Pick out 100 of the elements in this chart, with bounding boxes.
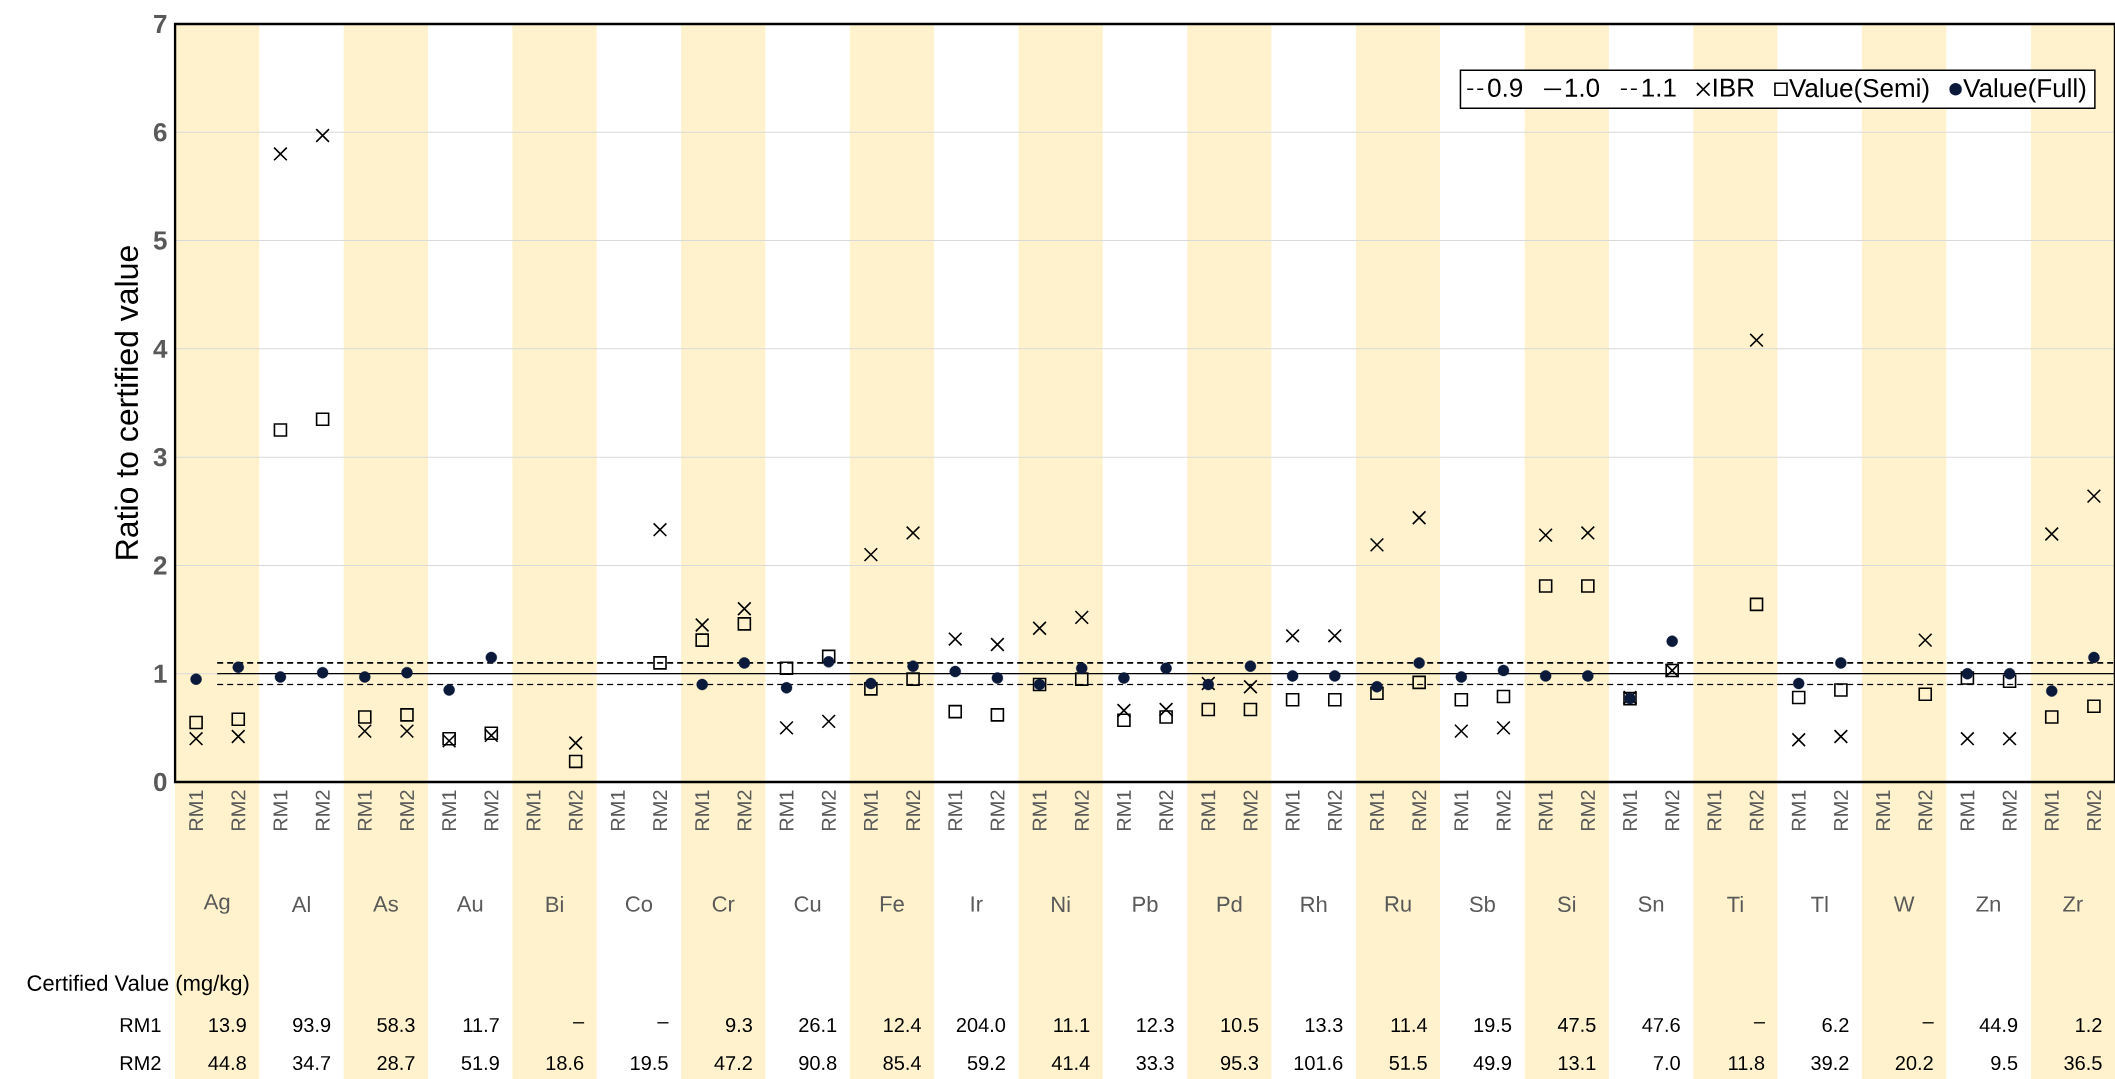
text: Pd	[1217, 895, 1242, 913]
text: RM1	[120, 1018, 161, 1032]
x-tick-label: RM2	[1243, 790, 1258, 831]
x-tick-label: RM2	[1412, 790, 1427, 831]
x-tick-label: RM2	[1496, 790, 1511, 831]
text: Ni	[1052, 896, 1070, 912]
text: 51.5	[1389, 1056, 1427, 1070]
x-tick-label: RM2	[399, 790, 414, 831]
x-tick-label: RM1	[1876, 790, 1890, 831]
y-tick-label: 6	[153, 123, 167, 142]
legend-label: Value(Semi)	[1789, 78, 1929, 103]
x-tick-label: RM1	[1454, 790, 1469, 831]
legend-label: 1.1	[1642, 78, 1676, 97]
text: –	[573, 1022, 585, 1024]
y-tick-label: 5	[153, 231, 167, 250]
text: 11.1	[1054, 1018, 1090, 1032]
text: 59.2	[967, 1055, 1005, 1071]
text: 101.6	[1294, 1055, 1343, 1071]
text: –	[1922, 1022, 1934, 1024]
text: 47.5	[1557, 1018, 1596, 1032]
y-tick-label: 0	[154, 772, 167, 792]
text: 95.3	[1220, 1055, 1259, 1071]
text: Rh	[1301, 896, 1327, 912]
x-tick-label: RM2	[737, 790, 752, 831]
text: Cr	[712, 896, 735, 912]
x-tick-label: RM1	[442, 790, 457, 831]
text: 93.9	[293, 1017, 331, 1033]
text: 18.6	[546, 1055, 584, 1071]
text: Ti	[1727, 896, 1743, 912]
x-tick-label: RM1	[695, 790, 710, 831]
x-tick-label: RM1	[2044, 790, 2059, 831]
text: 90.8	[799, 1055, 837, 1071]
x-tick-label: RM2	[653, 790, 667, 831]
x-tick-label: RM2	[1074, 790, 1089, 831]
text: 7.0	[1653, 1055, 1680, 1071]
text: Co	[625, 896, 653, 912]
x-tick-label: RM2	[2002, 790, 2017, 831]
text: 11.4	[1391, 1018, 1428, 1032]
text: Cu	[794, 896, 821, 912]
text: 12.4	[884, 1018, 921, 1032]
x-tick-label: RM2	[1327, 790, 1342, 831]
x-tick-label: RM2	[1580, 790, 1595, 831]
y-tick-label: 1	[154, 664, 167, 683]
text: 11.7	[463, 1018, 499, 1032]
text: Tl	[1811, 896, 1828, 912]
x-tick-label: RM1	[1791, 790, 1806, 831]
text: –	[1753, 1022, 1766, 1024]
x-tick-label: RM2	[1918, 790, 1933, 831]
text: 85.4	[883, 1055, 921, 1071]
text: 47.2	[714, 1056, 752, 1070]
x-tick-label: RM1	[948, 790, 963, 831]
text: As	[373, 896, 398, 912]
text: 19.5	[1474, 1017, 1512, 1033]
text: 33.3	[1136, 1055, 1174, 1071]
x-tick-label: RM1	[357, 790, 372, 831]
text: Zr	[2063, 896, 2083, 912]
y-tick-label: 7	[154, 15, 167, 33]
text: Pb	[1133, 895, 1158, 913]
text: –	[657, 1022, 669, 1024]
legend-label: Value(Full)	[1963, 78, 2086, 103]
legend-label: IBR	[1714, 78, 1754, 97]
x-tick-label: RM1	[1201, 790, 1216, 831]
x-tick-label: RM2	[1833, 790, 1848, 831]
text: Bi	[546, 896, 563, 912]
x-tick-label: RM1	[1707, 790, 1722, 831]
text: 51.9	[461, 1055, 499, 1071]
x-tick-label: RM1	[1285, 790, 1300, 831]
x-tick-label: RM2	[2086, 790, 2101, 831]
text: Zn	[1976, 896, 2000, 912]
legend-label: 1.0	[1565, 78, 1600, 97]
text: RM2	[120, 1056, 161, 1070]
text: 9.5	[1991, 1055, 2018, 1071]
text: Fe	[880, 896, 904, 912]
text: Au	[456, 896, 483, 912]
text: 34.7	[292, 1055, 331, 1071]
text: Sb	[1469, 895, 1495, 913]
text: 1.2	[2076, 1018, 2102, 1032]
text: Ag	[203, 894, 230, 914]
x-tick-label: RM2	[990, 790, 1005, 831]
text: Ru	[1385, 896, 1411, 912]
x-tick-label: RM1	[273, 790, 288, 831]
text: W	[1893, 896, 1915, 912]
text: 10.5	[1221, 1017, 1259, 1033]
text: 58.3	[377, 1017, 415, 1033]
x-tick-label: RM2	[1665, 790, 1680, 831]
x-tick-label: RM2	[1749, 790, 1764, 831]
text: 41.4	[1051, 1056, 1090, 1070]
text: Al	[291, 896, 310, 912]
text: Si	[1557, 895, 1576, 913]
legend-label: 0.9	[1488, 78, 1523, 97]
text: 19.5	[631, 1055, 668, 1071]
text: 44.9	[1979, 1017, 2018, 1033]
text: 9.3	[725, 1017, 752, 1033]
text: 26.1	[799, 1017, 837, 1033]
text: 20.2	[1895, 1055, 1933, 1071]
text: 13.3	[1305, 1017, 1343, 1033]
x-tick-label: RM1	[189, 790, 203, 831]
x-tick-label: RM1	[610, 790, 625, 831]
text: 12.3	[1137, 1017, 1174, 1033]
text: 36.5	[2064, 1055, 2102, 1071]
